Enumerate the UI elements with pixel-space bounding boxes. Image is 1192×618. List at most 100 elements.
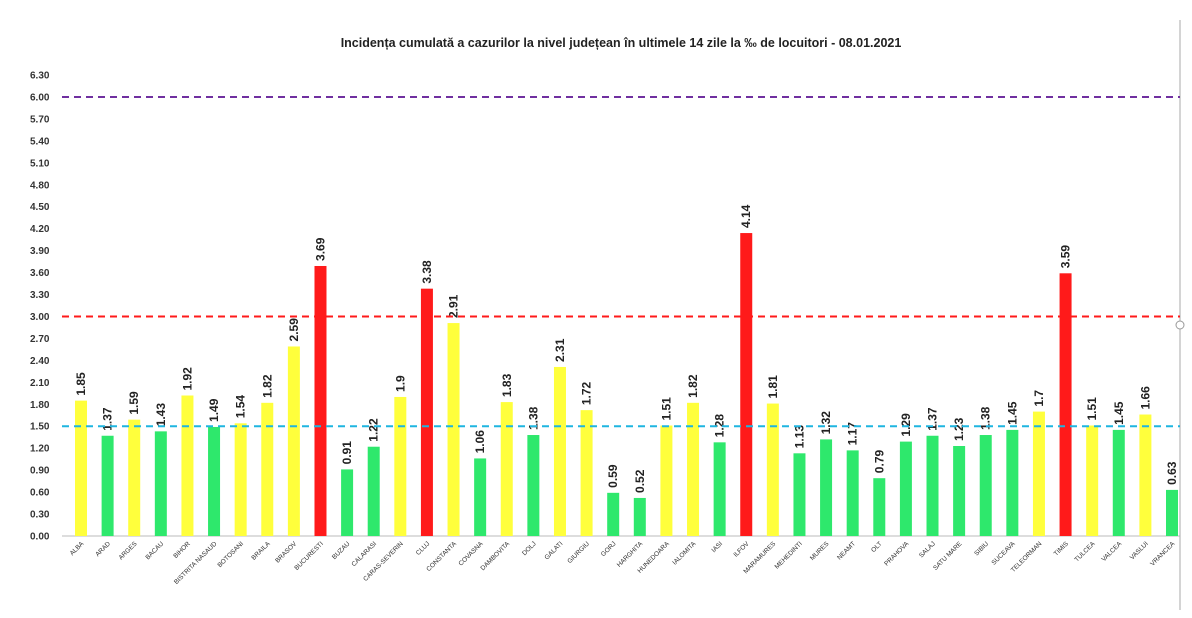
bar-hunedoara — [660, 425, 673, 536]
y-tick-label: 2.70 — [30, 334, 50, 345]
bar-dolj — [527, 435, 540, 536]
x-tick-label: ARGES — [118, 540, 140, 562]
x-tick-label: OLT — [870, 540, 884, 554]
y-tick-label: 4.50 — [30, 202, 50, 213]
bar-teleorman — [1032, 411, 1045, 536]
x-tick-label: DOLJ — [521, 540, 538, 557]
x-tick-label: VASLUI — [1129, 540, 1150, 561]
y-tick-label: 3.30 — [30, 290, 50, 301]
y-tick-label: 6.00 — [30, 92, 50, 103]
y-tick-label: 4.20 — [30, 224, 50, 235]
y-tick-label: 0.90 — [30, 466, 50, 477]
y-tick-label: 3.00 — [30, 312, 50, 323]
bar-mures — [820, 439, 833, 536]
bar-galati — [553, 366, 566, 536]
x-tick-label: SIBIU — [973, 540, 990, 557]
value-label: 0.63 — [1165, 461, 1179, 485]
y-tick-label: 1.20 — [30, 444, 50, 455]
bar-botosani — [234, 423, 247, 536]
value-label: 1.83 — [500, 373, 514, 397]
bar-iasi — [713, 442, 726, 536]
bar-alba — [75, 400, 87, 536]
value-label: 2.31 — [553, 338, 567, 362]
bar-calarasi — [367, 446, 380, 536]
bar-brasov — [287, 346, 300, 536]
x-tick-label: SATU MARE — [932, 540, 964, 572]
bar-olt — [873, 478, 886, 536]
x-tick-label: BIHOR — [172, 540, 192, 560]
bar-braila — [261, 402, 274, 536]
value-label: 1.82 — [260, 374, 274, 398]
bar-ilfov — [740, 233, 753, 537]
x-tick-label: BOTOSANI — [216, 540, 245, 569]
bar-suceava — [1006, 429, 1019, 536]
value-label: 1.28 — [713, 414, 727, 438]
value-label: 1.59 — [127, 391, 141, 415]
y-tick-label: 4.80 — [30, 180, 50, 191]
x-tick-label: CALARASI — [350, 540, 378, 568]
value-label: 1.06 — [473, 430, 487, 454]
y-tick-label: 1.80 — [30, 400, 50, 411]
bar-dambovita — [500, 402, 513, 536]
value-label: 1.85 — [74, 372, 88, 396]
bar-bihor — [181, 395, 194, 536]
value-label: 0.52 — [633, 469, 647, 493]
y-tick-label: 0.00 — [30, 532, 50, 543]
x-tick-label: MEHEDINTI — [774, 540, 804, 570]
x-tick-label: PRAHOVA — [883, 540, 911, 568]
bar-ialomita — [687, 402, 700, 536]
bar-timis — [1059, 273, 1072, 536]
x-tick-label: IASI — [710, 540, 724, 554]
value-label: 1.38 — [526, 406, 540, 430]
value-label: 3.69 — [313, 237, 327, 261]
value-label: 1.43 — [154, 403, 168, 427]
x-tick-label: BUZAU — [331, 540, 352, 561]
bar-bucuresti — [314, 265, 327, 536]
value-label: 1.38 — [979, 406, 993, 430]
x-tick-label: BACAU — [144, 540, 165, 561]
x-tick-label: VALCEA — [1100, 540, 1123, 563]
bar-covasna — [474, 458, 487, 536]
value-label: 1.81 — [766, 375, 780, 399]
value-label: 1.51 — [659, 397, 673, 421]
bar-neamt — [846, 450, 859, 536]
y-tick-label: 5.70 — [30, 114, 50, 125]
value-label: 1.45 — [1005, 401, 1019, 425]
value-label: 1.29 — [899, 413, 913, 437]
x-tick-label: BRASOV — [274, 540, 299, 565]
x-tick-label: SUCEAVA — [991, 540, 1018, 567]
bar-salaj — [926, 435, 939, 536]
value-label: 1.92 — [180, 367, 194, 391]
y-tick-label: 2.40 — [30, 356, 50, 367]
y-tick-label: 5.40 — [30, 136, 50, 147]
bar-caras-severin — [394, 396, 407, 536]
x-tick-label: GALATI — [543, 540, 564, 561]
y-tick-label: 5.10 — [30, 158, 50, 169]
value-label: 1.32 — [819, 411, 833, 435]
y-tick-label: 3.90 — [30, 246, 50, 257]
y-tick-label: 2.10 — [30, 378, 50, 389]
bar-arges — [128, 419, 141, 536]
bar-gorj — [607, 492, 620, 536]
x-tick-label: BUCURESTI — [293, 540, 325, 572]
value-label: 0.91 — [340, 441, 354, 465]
bar-bacau — [154, 431, 167, 536]
value-label: 2.91 — [447, 294, 461, 318]
y-tick-label: 1.50 — [30, 422, 50, 433]
value-label: 1.82 — [686, 374, 700, 398]
value-label: 1.22 — [367, 418, 381, 442]
value-label: 1.66 — [1138, 386, 1152, 410]
value-label: 1.13 — [792, 425, 806, 449]
value-label: 1.45 — [1112, 401, 1126, 425]
x-tick-label: ALBA — [69, 540, 86, 557]
x-tick-label: TULCEA — [1073, 540, 1097, 564]
x-tick-label: ARAD — [94, 540, 112, 558]
bar-sibiu — [979, 435, 992, 536]
x-tick-label: SALAJ — [918, 540, 937, 559]
bar-valcea — [1112, 429, 1125, 536]
bar-vrancea — [1166, 489, 1178, 536]
bar-constanta — [447, 323, 460, 536]
value-label: 1.17 — [846, 422, 860, 446]
